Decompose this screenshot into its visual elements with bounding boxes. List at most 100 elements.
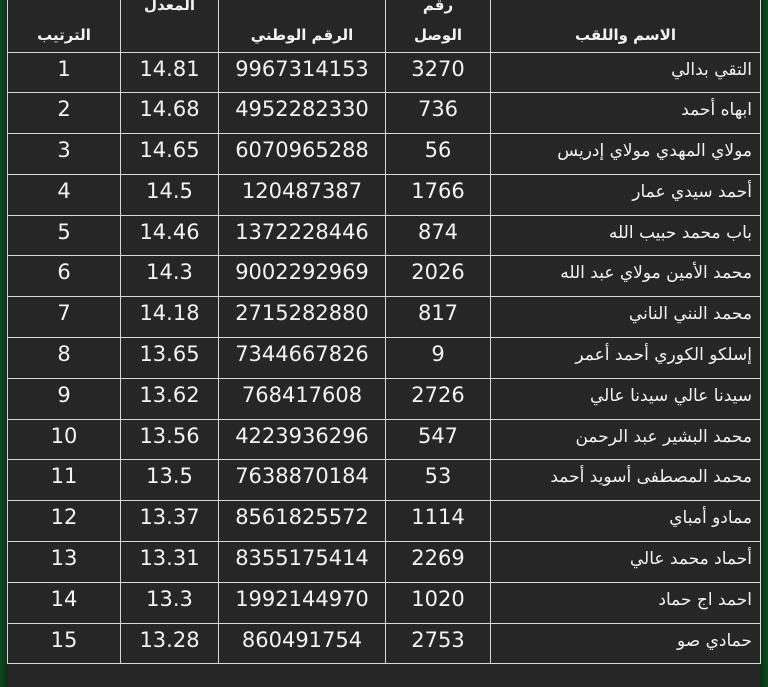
receipt-cell: 1114 [385,500,491,543]
average-cell: 13.31 [120,541,219,583]
national-id-cell: 4952282330 [218,92,386,135]
name-cell: محمد الأمين مولاي عبد الله [490,255,761,298]
name-cell: محمد المصطفى أسويد أحمد [490,459,761,502]
receipt-cell: 2269 [385,541,491,583]
table-row: 3 14.65 6070965288 56 مولاي المهدي مولاي إدر… [7,133,761,175]
name-cell: حمادي صو [490,622,761,665]
rank-cell: 7 [7,296,121,339]
national-id-cell: 8561825572 [218,500,386,543]
results-table-container: الترتيب المعدل الرقم الوطني رقم الوصل ال… [7,0,761,665]
receipt-cell: 874 [385,214,491,257]
rank-cell: 10 [7,418,121,461]
header-row: الترتيب المعدل الرقم الوطني رقم الوصل ال… [7,0,761,53]
rank-cell: 6 [7,255,121,298]
table-row: 2 14.68 4952282330 736 ابهاه أحمد [7,92,761,135]
name-cell: محمد البشير عبد الرحمن [490,418,761,461]
name-cell: سيدنا عالي سيدنا عالي [490,377,761,420]
average-cell: 13.37 [120,500,219,543]
rank-cell: 12 [7,500,121,543]
national-id-cell: 7638870184 [218,459,386,502]
table-row: 12 13.37 8561825572 1114 ممادو أمباي [7,500,761,543]
average-cell: 14.5 [120,173,219,216]
header-rank-label: الترتيب [37,25,91,44]
name-cell: مولاي المهدي مولاي إدريس [490,133,761,175]
receipt-cell: 9 [385,337,491,379]
rank-cell: 3 [7,133,121,175]
rank-cell: 11 [7,459,121,502]
average-cell: 14.65 [120,133,219,175]
average-cell: 13.5 [120,459,219,502]
average-cell: 13.3 [120,581,219,624]
table-row: 1 14.81 9967314153 3270 التقي بدالي [7,51,761,94]
rank-cell: 9 [7,377,121,420]
name-cell: ممادو أمباي [490,500,761,543]
name-cell: ابهاه أحمد [490,92,761,135]
national-id-cell: 860491754 [218,622,386,665]
average-cell: 14.18 [120,296,219,339]
name-cell: احمد اج حماد [490,581,761,624]
receipt-cell: 1766 [385,173,491,216]
table-row: 4 14.5 120487387 1766 أحمد سيدي عمار [7,173,761,216]
national-id-cell: 9967314153 [218,51,386,94]
header-average-label: المعدل [144,0,195,14]
national-id-cell: 7344667826 [218,337,386,379]
receipt-cell: 2753 [385,622,491,665]
header-name: الاسم واللقب [490,0,761,53]
table-row: 7 14.18 2715282880 817 محمد النني الناني [7,296,761,339]
rank-cell: 2 [7,92,121,135]
table-row: 11 13.5 7638870184 53 محمد المصطفى أسويد أحم… [7,459,761,502]
receipt-cell: 817 [385,296,491,339]
receipt-cell: 53 [385,459,491,502]
national-id-cell: 8355175414 [218,541,386,583]
national-id-cell: 6070965288 [218,133,386,175]
header-rank: الترتيب [7,0,121,53]
national-id-cell: 4223936296 [218,418,386,461]
header-receipt-line2: الوصل [413,25,463,44]
header-receipt: رقم الوصل [385,0,491,53]
results-table: الترتيب المعدل الرقم الوطني رقم الوصل ال… [7,0,761,665]
table-row: 10 13.56 4223936296 547 محمد البشير عبد الرح… [7,418,761,461]
header-name-label: الاسم واللقب [575,25,676,44]
rank-cell: 15 [7,622,121,665]
table-row: 13 13.31 8355175414 2269 أحماد محمد عالي [7,541,761,583]
name-cell: أحماد محمد عالي [490,541,761,583]
receipt-cell: 2026 [385,255,491,298]
rank-cell: 14 [7,581,121,624]
table-row: 8 13.65 7344667826 9 إسلكو الكوري أحمد أعمر [7,337,761,379]
national-id-cell: 9002292969 [218,255,386,298]
table-row: 6 14.3 9002292969 2026 محمد الأمين مولاي عبد… [7,255,761,298]
header-national-id-label: الرقم الوطني [250,25,354,44]
average-cell: 13.62 [120,377,219,420]
average-cell: 14.81 [120,51,219,94]
receipt-cell: 56 [385,133,491,175]
rank-cell: 13 [7,541,121,583]
name-cell: أحمد سيدي عمار [490,173,761,216]
receipt-cell: 1020 [385,581,491,624]
receipt-cell: 736 [385,92,491,135]
table-row: 9 13.62 768417608 2726 سيدنا عالي سيدنا عالي [7,377,761,420]
national-id-cell: 120487387 [218,173,386,216]
table-row: 14 13.3 1992144970 1020 احمد اج حماد [7,581,761,624]
name-cell: محمد النني الناني [490,296,761,339]
rank-cell: 4 [7,173,121,216]
average-cell: 13.65 [120,337,219,379]
national-id-cell: 1372228446 [218,214,386,257]
rank-cell: 8 [7,337,121,379]
header-average: المعدل [120,0,219,53]
name-cell: التقي بدالي [490,51,761,94]
average-cell: 14.3 [120,255,219,298]
header-national-id: الرقم الوطني [218,0,386,53]
national-id-cell: 768417608 [218,377,386,420]
national-id-cell: 1992144970 [218,581,386,624]
rank-cell: 1 [7,51,121,94]
table-row: 5 14.46 1372228446 874 باب محمد حبيب الله [7,214,761,257]
name-cell: إسلكو الكوري أحمد أعمر [490,337,761,379]
national-id-cell: 2715282880 [218,296,386,339]
average-cell: 13.56 [120,418,219,461]
table-row: 15 13.28 860491754 2753 حمادي صو [7,622,761,665]
rank-cell: 5 [7,214,121,257]
receipt-cell: 3270 [385,51,491,94]
average-cell: 14.68 [120,92,219,135]
name-cell: باب محمد حبيب الله [490,214,761,257]
receipt-cell: 547 [385,418,491,461]
